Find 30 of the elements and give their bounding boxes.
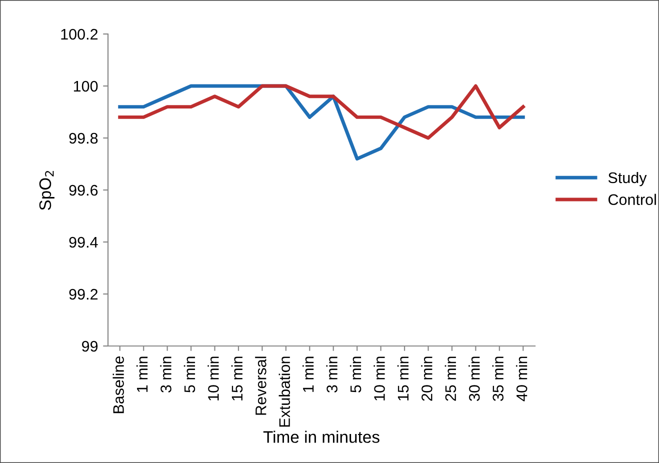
x-tick-label: Baseline <box>112 356 124 414</box>
x-tick-label: 35 min <box>492 356 504 401</box>
x-tick-label: 10 min <box>374 356 385 400</box>
y-tick-label: 100.2 <box>61 28 98 40</box>
x-tick-label: 20 min <box>421 356 432 401</box>
x-axis-title: Time in minutes <box>263 430 380 443</box>
legend-label: Control <box>608 194 656 206</box>
x-tick-label: 10 min <box>208 356 219 400</box>
x-tick-label: 15 min <box>397 356 409 400</box>
x-tick-label: 15 min <box>231 356 243 400</box>
y-tick-label: 99.2 <box>69 288 98 300</box>
y-tick-label: 99.8 <box>69 132 98 144</box>
y-tick-label: 99.6 <box>69 184 98 196</box>
x-tick-label: 3 min <box>326 356 338 392</box>
y-axis-title: SpO$_{2}$ <box>39 170 54 210</box>
y-tick-label: 99.4 <box>69 236 98 248</box>
y-tick-label: 100 <box>74 80 98 92</box>
x-tick-label: 1 min <box>302 356 314 392</box>
x-tick-label: 25 min <box>444 356 456 401</box>
x-tick-label: 30 min <box>468 356 480 401</box>
x-tick-label: 5 min <box>350 356 362 392</box>
line-series <box>118 84 525 140</box>
x-tick-label: 40 min <box>516 356 528 402</box>
x-tick-label: 3 min <box>160 356 172 392</box>
legend-label: Study <box>608 172 647 186</box>
x-tick-label: 5 min <box>184 356 196 392</box>
x-tick-label: 1 min <box>136 356 148 392</box>
x-tick-label: Extubation <box>278 356 290 427</box>
x-tick-label: Reversal <box>255 356 266 415</box>
y-tick-label: 99 <box>82 340 98 352</box>
